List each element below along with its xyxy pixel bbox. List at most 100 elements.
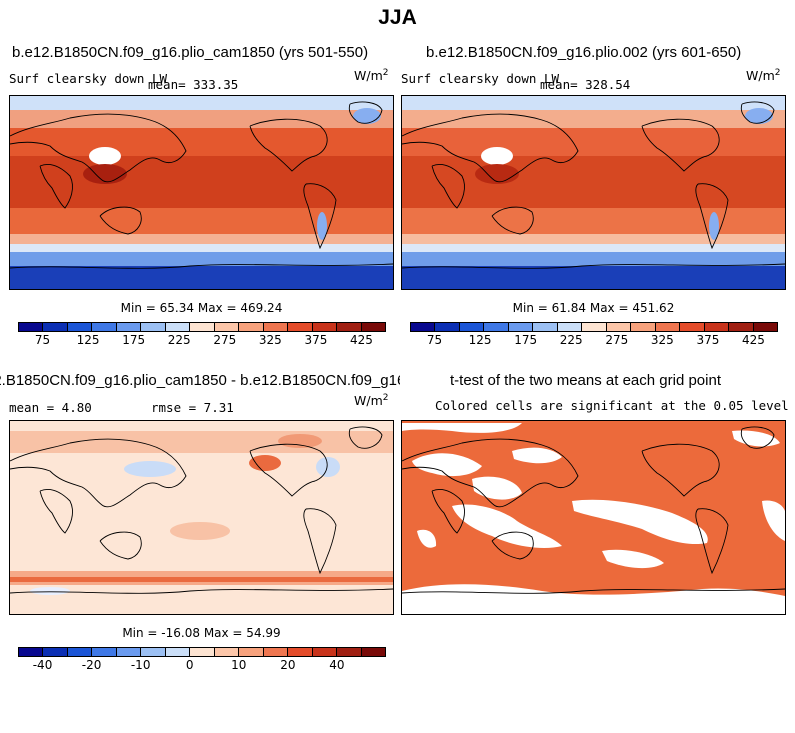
colorbar-swatch xyxy=(435,323,460,331)
panel-1-units-exp: 2 xyxy=(382,68,389,78)
panel-4: t-test of the two means at each grid poi… xyxy=(400,370,795,420)
panel-3-mean: mean = 4.80 xyxy=(9,400,92,415)
diff-atlantic-cool xyxy=(316,457,340,477)
colorbar-swatch xyxy=(92,648,117,656)
colorbar-tick-label: -10 xyxy=(130,658,151,672)
india-hot-spot xyxy=(475,164,519,184)
coastlines xyxy=(10,101,393,269)
band-south-mid xyxy=(10,234,393,244)
panel-2-min: Min = 61.84 xyxy=(512,301,587,315)
colorbar-swatch xyxy=(753,323,778,331)
colorbar-tick-label: 175 xyxy=(514,333,538,347)
panel-3-units-base: W/m xyxy=(354,393,383,409)
colorbar-panel-3-labels: -40 -20 -10 0 10 20 40 xyxy=(18,658,386,672)
greenland-cold-spot xyxy=(745,108,773,124)
colorbar-tick-label: 175 xyxy=(122,333,146,347)
colorbar-swatch xyxy=(680,323,705,331)
panel-3-rmse: rmse = 7.31 xyxy=(151,400,234,415)
colorbar-swatch xyxy=(43,323,68,331)
band-arctic xyxy=(402,96,785,110)
panel-1-mean: mean= 333.35 xyxy=(148,77,239,92)
tibet-cold-spot xyxy=(89,147,121,165)
band-south-cold xyxy=(402,252,785,266)
colorbar-tick-label: 325 xyxy=(650,333,674,347)
panel-1-minmax: Min = 65.34 Max = 469.24 xyxy=(9,301,394,315)
diff-pacific-cool xyxy=(124,461,176,477)
panel-2-title: b.e12.B1850CN.f09_g16.plio.002 (yrs 601-… xyxy=(426,44,742,61)
band-south-sub xyxy=(402,208,785,234)
panel-2-units-base: W/m xyxy=(746,68,775,84)
colorbar-swatch xyxy=(214,323,240,331)
band-arctic xyxy=(10,96,393,110)
colorbar-swatch xyxy=(214,648,240,656)
colorbar-tick-label: 375 xyxy=(696,333,720,347)
panel-2: b.e12.B1850CN.f09_g16.plio.002 (yrs 601-… xyxy=(400,44,795,344)
colorbar-swatch xyxy=(141,323,166,331)
colorbar-tick-label: 75 xyxy=(34,333,51,347)
diff-arabia-hot xyxy=(249,455,281,471)
panel-3-minmax: Min = -16.08 Max = 54.99 xyxy=(9,626,394,640)
coastlines xyxy=(10,426,393,594)
diff-south-strong xyxy=(10,577,393,582)
panel-1-units-base: W/m xyxy=(354,68,383,84)
colorbar-swatch xyxy=(141,648,166,656)
panel-3: b.e12.B1850CN.f09_g16.plio_cam1850 - b.e… xyxy=(0,370,400,420)
colorbar-panel-1 xyxy=(18,322,386,332)
panel-1-title: b.e12.B1850CN.f09_g16.plio_cam1850 (yrs … xyxy=(12,44,369,61)
colorbar-tick-label: 425 xyxy=(350,333,373,347)
panel-2-units: W/m2 xyxy=(746,68,780,83)
colorbar-tick-label: 275 xyxy=(605,333,629,347)
colorbar-tick-label: -40 xyxy=(32,658,53,672)
map-panel-1 xyxy=(9,95,394,290)
colorbar-swatch xyxy=(67,648,93,656)
band-tropics xyxy=(402,156,785,208)
andes-cold-spot xyxy=(709,212,719,240)
colorbar-swatch xyxy=(361,323,386,331)
colorbar-swatch xyxy=(165,323,191,331)
band-north-sub xyxy=(10,128,393,156)
colorbar-swatch xyxy=(312,648,338,656)
panel-2-mean: mean= 328.54 xyxy=(540,77,631,92)
colorbar-swatch xyxy=(557,323,583,331)
colorbar-panel-2 xyxy=(410,322,778,332)
colorbar-swatch xyxy=(19,323,44,331)
panel-2-units-exp: 2 xyxy=(774,68,781,78)
panel-3-units-exp: 2 xyxy=(382,393,389,403)
panel-1-variable: Surf clearsky down LW xyxy=(9,71,168,86)
colorbar-tick-label: 75 xyxy=(426,333,443,347)
colorbar-swatch xyxy=(263,323,289,331)
greenland-cold-spot xyxy=(353,108,381,124)
colorbar-tick-label: 0 xyxy=(185,658,194,672)
panel-2-max: Max = 451.62 xyxy=(589,301,675,315)
colorbar-swatch xyxy=(508,323,534,331)
colorbar-swatch xyxy=(239,323,264,331)
panel-1-units: W/m2 xyxy=(354,68,388,83)
colorbar-swatch xyxy=(631,323,656,331)
colorbar-swatch xyxy=(655,323,681,331)
coastlines xyxy=(402,101,785,269)
colorbar-swatch xyxy=(337,323,362,331)
map-panel-3 xyxy=(9,420,394,615)
diff-north-band xyxy=(10,431,393,453)
colorbar-swatch xyxy=(239,648,264,656)
colorbar-panel-2-labels: 75 125 175 225 275 325 375 425 xyxy=(410,333,778,347)
band-south-cold xyxy=(10,252,393,266)
colorbar-swatch xyxy=(43,648,68,656)
colorbar-swatch xyxy=(67,323,93,331)
panel-2-minmax: Min = 61.84 Max = 451.62 xyxy=(401,301,786,315)
colorbar-tick-label: 275 xyxy=(213,333,237,347)
band-south-sub xyxy=(10,208,393,234)
colorbar-panel-3 xyxy=(18,647,386,657)
diff-pacific-warm xyxy=(170,522,230,540)
colorbar-swatch xyxy=(582,323,607,331)
colorbar-tick-label: 425 xyxy=(742,333,765,347)
colorbar-swatch xyxy=(92,323,117,331)
colorbar-swatch xyxy=(533,323,558,331)
map-panel-4 xyxy=(401,420,786,615)
band-antarctic xyxy=(10,266,393,289)
band-tropics xyxy=(10,156,393,208)
panel-3-max: Max = 54.99 xyxy=(203,626,281,640)
panel-4-title: t-test of the two means at each grid poi… xyxy=(450,372,721,389)
band-north-sub xyxy=(402,128,785,156)
panel-4-subtitle: Colored cells are significant at the 0.0… xyxy=(435,398,789,413)
